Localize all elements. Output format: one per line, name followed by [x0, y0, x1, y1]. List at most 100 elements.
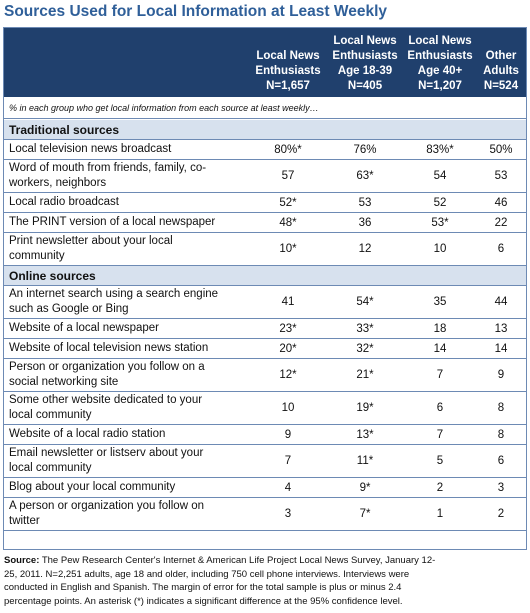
cell-value: 6: [497, 455, 505, 467]
row-label-line: Local radio broadcast: [9, 196, 119, 208]
row-label-line: Local television news broadcast: [9, 143, 172, 155]
column-header-line: N=524: [483, 80, 519, 92]
cell-value: 3: [497, 481, 505, 494]
table-header: Local News Enthusiasts N=1,657 Local News E…: [4, 28, 526, 97]
cell-value: 46: [494, 196, 508, 209]
cell-value: 50%: [489, 143, 513, 156]
column-header-line: Local News: [408, 35, 472, 47]
column-header-line: N=1,657: [266, 80, 310, 92]
row-label-line: Person or organization you follow on a: [9, 361, 205, 373]
cell-value: 53*: [431, 216, 449, 229]
column-header-line: Local News: [333, 35, 397, 47]
row-label: Some other website dedicated to your loca…: [9, 392, 249, 424]
row-label-line: Blog about your local community: [9, 481, 176, 493]
cell-value: 6: [436, 402, 444, 414]
table-row: Some other website dedicated to your loca…: [4, 392, 526, 425]
row-label-line: Some other website dedicated to your: [9, 394, 203, 406]
table-row: Website of a local radio station 9 13* 7 8: [4, 425, 526, 445]
row-label-line: A person or organization you follow on: [9, 500, 204, 512]
row-label-line: such as Google or Bing: [9, 303, 129, 315]
row-label: Blog about your local community: [9, 478, 249, 497]
cell-value: 23*: [279, 322, 297, 335]
column-header-line: Age 40+: [417, 65, 463, 77]
table-row: Local radio broadcast 52* 53 52 46: [4, 193, 526, 213]
row-label-line: social networking site: [9, 376, 119, 388]
row-label: The PRINT version of a local newspaper: [9, 213, 249, 232]
row-label-line: local community: [9, 462, 92, 474]
cell-value: 44: [494, 296, 508, 308]
column-header-line: N=1,207: [418, 80, 462, 92]
row-label: Word of mouth from friends, family, co-w…: [9, 160, 249, 192]
cell-value: 12: [358, 243, 372, 255]
cell-value: 7*: [359, 508, 371, 520]
column-header-line: Enthusiasts: [255, 65, 321, 77]
row-label: Email newsletter or listserv about your l…: [9, 445, 249, 477]
column-header-line: Age 18-39: [337, 65, 393, 77]
section-header: Traditional sources: [4, 120, 526, 140]
row-label-line: Website of local television news station: [9, 342, 209, 354]
cell-value: 3: [284, 508, 292, 520]
table-row: An internet search using a search engine…: [4, 286, 526, 319]
row-label: Website of a local newspaper: [9, 319, 249, 338]
row-label-line: community: [9, 250, 65, 262]
cell-value: 35: [433, 296, 447, 308]
cell-value: 12*: [279, 369, 297, 381]
row-label: Local television news broadcast: [9, 140, 249, 159]
column-header-enthusiasts-40-plus: Local News Enthusiasts Age 40+ N=1,207: [404, 32, 476, 94]
cell-value: 14: [433, 342, 447, 355]
table-row: Email newsletter or listserv about your l…: [4, 445, 526, 478]
cell-value: 9: [497, 369, 505, 381]
data-table: Local News Enthusiasts N=1,657 Local News E…: [3, 27, 527, 550]
row-label-line: The PRINT version of a local newspaper: [9, 216, 216, 228]
cell-value: 8: [497, 402, 505, 414]
column-header-line: N=405: [347, 80, 383, 92]
page-title: Sources Used for Local Information at Le…: [4, 3, 388, 20]
cell-value: 36: [358, 216, 372, 229]
table-row: Local television news broadcast 80%* 76% 83…: [4, 140, 526, 160]
section-header: Online sources: [4, 266, 526, 286]
cell-value: 9: [284, 428, 292, 441]
cell-value: 52: [433, 196, 447, 209]
cell-value: 6: [497, 243, 505, 255]
row-label-line: Email newsletter or listserv about your: [9, 447, 204, 459]
cell-value: 8: [497, 428, 505, 441]
cell-value: 4: [284, 481, 292, 494]
cell-value: 7: [436, 369, 444, 381]
source-note: Source: The Pew Research Center's Intern…: [4, 554, 526, 608]
row-label: Website of a local radio station: [9, 425, 249, 444]
cell-value: 33*: [356, 322, 374, 335]
table-row: Print newsletter about your local communi…: [4, 233, 526, 266]
cell-value: 48*: [279, 216, 297, 229]
cell-value: 63*: [356, 170, 374, 182]
cell-value: 13*: [356, 428, 374, 441]
cell-value: 10: [281, 402, 295, 414]
source-line: The Pew Research Center's Internet & Ame…: [41, 555, 436, 566]
column-header-line: Adults: [483, 65, 519, 77]
column-header-line: Enthusiasts: [332, 50, 398, 62]
cell-value: 52*: [279, 196, 297, 209]
row-label-line: Website of a local newspaper: [9, 322, 160, 334]
source-line: conducted in English and Spanish. The ma…: [4, 582, 402, 593]
cell-value: 2: [436, 481, 444, 494]
row-label-line: workers, neighbors: [9, 177, 107, 189]
table-row: Website of local television news station…: [4, 339, 526, 359]
source-label: Source:: [4, 555, 40, 566]
table-row: The PRINT version of a local newspaper 48…: [4, 213, 526, 233]
row-label: Website of local television news station: [9, 339, 249, 358]
source-line: percentage points. An asterisk (*) indic…: [4, 595, 403, 607]
cell-value: 14: [494, 342, 508, 355]
cell-value: 83%*: [426, 143, 454, 156]
row-label-line: twitter: [9, 515, 40, 527]
column-header-enthusiasts-18-39: Local News Enthusiasts Age 18-39 N=405: [326, 32, 404, 94]
cell-value: 53: [358, 196, 372, 209]
cell-value: 22: [494, 216, 508, 229]
cell-value: 1: [436, 508, 444, 520]
cell-value: 18: [433, 322, 447, 335]
cell-value: 80%*: [274, 143, 302, 156]
column-header-enthusiasts: Local News Enthusiasts N=1,657: [250, 32, 326, 94]
cell-value: 7: [284, 455, 292, 467]
table-row: Word of mouth from friends, family, co-w…: [4, 160, 526, 193]
cell-value: 13: [494, 322, 508, 335]
cell-value: 57: [281, 170, 295, 182]
row-label-line: Website of a local radio station: [9, 428, 166, 440]
